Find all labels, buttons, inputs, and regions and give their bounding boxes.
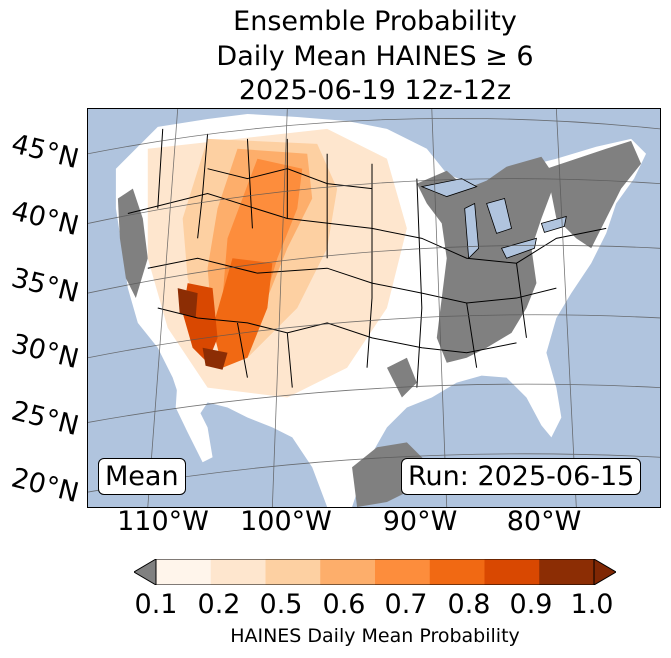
colorbar-tick-4: 0.7: [384, 589, 428, 620]
colorbar-tick-1: 0.2: [197, 589, 241, 620]
lat-label-45: 45°N: [8, 128, 82, 176]
colorbar-segment-4: [375, 559, 431, 585]
lat-label-30: 30°N: [8, 328, 82, 376]
colorbar-segment-1: [210, 559, 266, 585]
colorbar-tick-5: 0.8: [447, 589, 491, 620]
run-date-box: Run: 2025-06-15: [401, 458, 642, 495]
colorbar-over-arrow: [593, 559, 616, 585]
lon-label-80: 80°W: [506, 506, 582, 537]
colorbar-outline: [155, 559, 595, 585]
colorbar-tick-2: 0.5: [259, 589, 303, 620]
colorbar-segment-2: [265, 559, 321, 585]
lon-label-110: 110°W: [117, 506, 209, 537]
probability-fill: [147, 128, 407, 398]
lon-label-90: 90°W: [382, 506, 458, 537]
title-line-3: 2025-06-19 12z-12z: [238, 75, 512, 106]
colorbar-segment-6: [484, 559, 540, 585]
colorbar-segment-0: [156, 559, 212, 585]
colorbar: [134, 559, 616, 585]
colorbar-segment-5: [429, 559, 485, 585]
colorbar-tick-7: 1.0: [570, 589, 614, 620]
title-line-1: Ensemble Probability: [233, 6, 517, 37]
lat-label-40: 40°N: [8, 195, 82, 243]
great-lakes: [420, 178, 567, 260]
colorbar-tick-3: 0.6: [322, 589, 366, 620]
colorbar-segments: [156, 559, 595, 585]
lon-label-100: 100°W: [240, 506, 332, 537]
colorbar-tick-6: 0.9: [509, 589, 553, 620]
colorbar-segment-7: [539, 559, 595, 585]
stat-label-box: Mean: [98, 458, 186, 495]
colorbar-label: HAINES Daily Mean Probability: [230, 625, 520, 647]
colorbar-tick-0: 0.1: [134, 589, 178, 620]
lat-label-35: 35°N: [8, 262, 82, 310]
title-line-2: Daily Mean HAINES ≥ 6: [216, 41, 534, 72]
lat-label-25: 25°N: [8, 395, 82, 443]
land-baja: [175, 377, 213, 463]
colorbar-segment-3: [320, 559, 376, 585]
colorbar-under-arrow: [134, 559, 157, 585]
lat-label-20: 20°N: [8, 462, 82, 510]
state-borders: [127, 128, 607, 388]
probability-map: [87, 108, 661, 508]
